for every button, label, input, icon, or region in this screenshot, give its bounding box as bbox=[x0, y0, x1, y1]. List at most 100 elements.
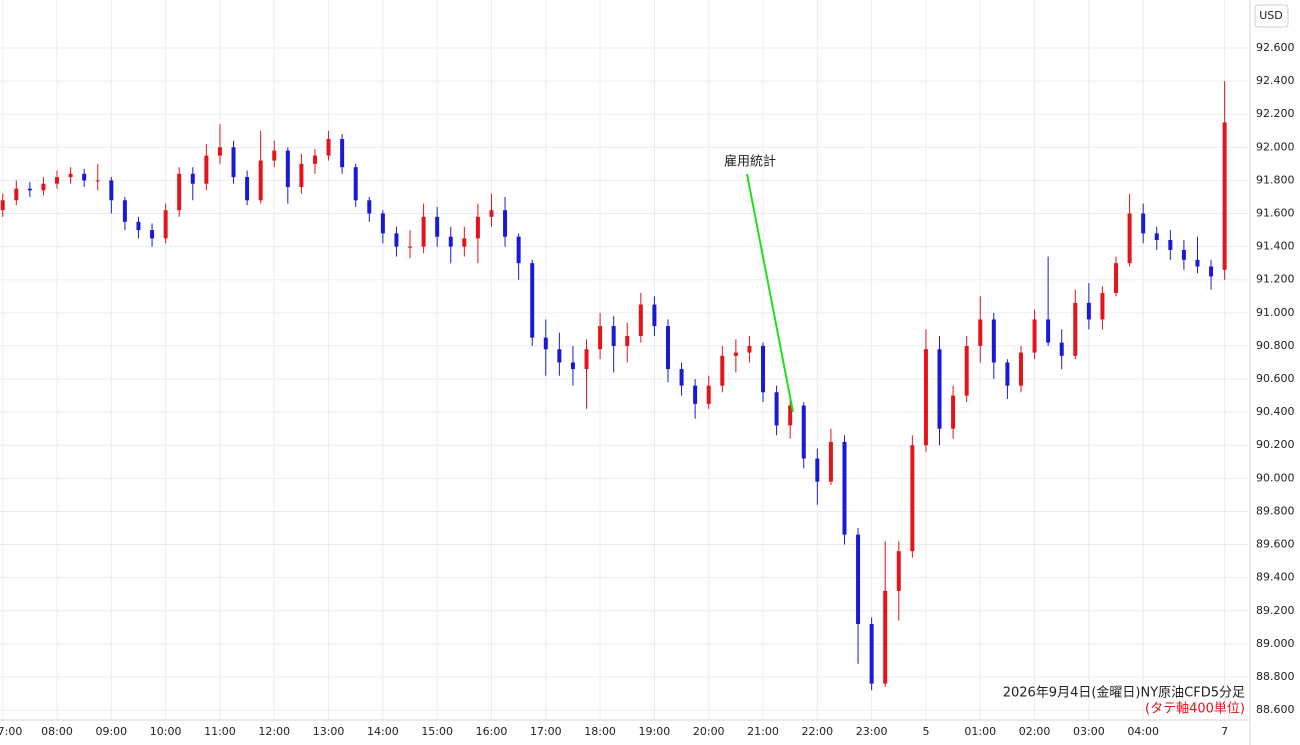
candle-body bbox=[190, 173, 195, 184]
candle-body bbox=[14, 188, 19, 201]
candle-body bbox=[1018, 352, 1023, 386]
y-tick-label: 92.200 bbox=[1256, 107, 1295, 120]
candle-body bbox=[95, 180, 100, 182]
y-tick-label: 89.800 bbox=[1256, 504, 1295, 517]
candle-body bbox=[150, 230, 155, 239]
caption: 2026年9月4日(金曜日)NY原油CFD5分足 bbox=[1003, 685, 1245, 701]
candle-body bbox=[951, 395, 956, 429]
candle-body bbox=[896, 551, 901, 591]
y-tick-label: 89.600 bbox=[1256, 538, 1295, 551]
candle-body bbox=[231, 147, 236, 178]
x-tick-label: 14:00 bbox=[367, 725, 399, 738]
y-tick-label: 92.400 bbox=[1256, 74, 1295, 87]
y-tick-label: 91.800 bbox=[1256, 173, 1295, 186]
candle-body bbox=[788, 405, 793, 426]
candle-body bbox=[978, 319, 983, 346]
candle-body bbox=[1181, 249, 1186, 260]
candle-body bbox=[1073, 302, 1078, 356]
x-tick-label: 15:00 bbox=[421, 725, 453, 738]
x-tick-label: 13:00 bbox=[313, 725, 345, 738]
y-tick-label: 89.200 bbox=[1256, 604, 1295, 617]
y-tick-label: 91.400 bbox=[1256, 240, 1295, 253]
candle-body bbox=[326, 139, 331, 156]
x-tick-label: 04:00 bbox=[1127, 725, 1159, 738]
candle-body bbox=[421, 216, 426, 247]
annotation: 雇用統計 bbox=[724, 154, 776, 170]
candle-body bbox=[163, 210, 168, 239]
candle-body bbox=[747, 345, 752, 353]
candle-body bbox=[1209, 266, 1214, 277]
y-tick-label: 89.000 bbox=[1256, 637, 1295, 650]
candle-body bbox=[462, 238, 467, 247]
candle-body bbox=[530, 263, 535, 338]
y-tick-label: 90.200 bbox=[1256, 438, 1295, 451]
y-tick-label: 90.600 bbox=[1256, 372, 1295, 385]
candle-body bbox=[1168, 240, 1173, 250]
candle-body bbox=[1100, 292, 1105, 320]
x-tick-label: 20:00 bbox=[693, 725, 725, 738]
candle-body bbox=[177, 173, 182, 211]
candle-body bbox=[272, 150, 277, 161]
annotation-arrow bbox=[746, 173, 794, 413]
candle-body bbox=[109, 180, 114, 201]
candle-body bbox=[1086, 302, 1091, 320]
candle-body bbox=[869, 624, 874, 684]
candle-body bbox=[27, 188, 32, 191]
x-tick-label: 16:00 bbox=[476, 725, 508, 738]
candle-body bbox=[353, 167, 358, 201]
y-tick-label: 90.400 bbox=[1256, 405, 1295, 418]
candle-body bbox=[0, 200, 5, 211]
x-tick-label: 7 bbox=[1221, 725, 1228, 738]
candle-body bbox=[68, 173, 73, 178]
candle-body bbox=[285, 150, 290, 188]
currency-box bbox=[1254, 4, 1289, 28]
candle-body bbox=[611, 326, 616, 346]
candle-body bbox=[856, 534, 861, 624]
y-tick-label: 91.600 bbox=[1256, 207, 1295, 220]
candle-body bbox=[136, 221, 141, 231]
candle-body bbox=[312, 155, 317, 164]
candle-body bbox=[625, 336, 630, 346]
candle-body bbox=[503, 210, 508, 237]
x-tick-label: 11:00 bbox=[204, 725, 236, 738]
candle-body bbox=[964, 345, 969, 396]
x-tick-label: 7:00 bbox=[0, 725, 22, 738]
candle-body bbox=[41, 183, 46, 191]
candle-body bbox=[733, 352, 738, 356]
candle-body bbox=[557, 349, 562, 363]
x-tick-label: 19:00 bbox=[639, 725, 671, 738]
x-tick-label: 02:00 bbox=[1019, 725, 1051, 738]
x-tick-label: 09:00 bbox=[95, 725, 127, 738]
candle-body bbox=[258, 160, 263, 201]
y-tick-label: 90.000 bbox=[1256, 471, 1295, 484]
x-tick-label: 03:00 bbox=[1073, 725, 1105, 738]
candle-body bbox=[489, 210, 494, 217]
candle-body bbox=[883, 590, 888, 684]
y-tick-label: 91.000 bbox=[1256, 306, 1295, 319]
candle-body bbox=[340, 139, 345, 168]
candle-body bbox=[1141, 213, 1146, 234]
candle-body bbox=[801, 405, 806, 459]
y-tick-label: 89.400 bbox=[1256, 571, 1295, 584]
candle-body bbox=[584, 349, 589, 370]
x-tick-label: 12:00 bbox=[258, 725, 290, 738]
y-tick-label: 92.600 bbox=[1256, 41, 1295, 54]
candle-body bbox=[761, 345, 766, 393]
candle-body bbox=[245, 177, 250, 201]
candle-body bbox=[1127, 213, 1132, 264]
candle-body bbox=[82, 173, 87, 181]
caption-note: (タテ軸400単位) bbox=[1145, 701, 1245, 717]
x-tick-label: 21:00 bbox=[747, 725, 779, 738]
candle-body bbox=[380, 213, 385, 234]
candle-body bbox=[598, 326, 603, 350]
candle-body bbox=[122, 200, 127, 222]
candle-body bbox=[1059, 342, 1064, 356]
candle-body bbox=[55, 177, 60, 184]
candle-body bbox=[217, 147, 222, 156]
x-tick-label: 5 bbox=[922, 725, 929, 738]
candle-body bbox=[923, 349, 928, 446]
candle-body bbox=[570, 362, 575, 370]
currency-label: USD bbox=[1259, 9, 1283, 22]
